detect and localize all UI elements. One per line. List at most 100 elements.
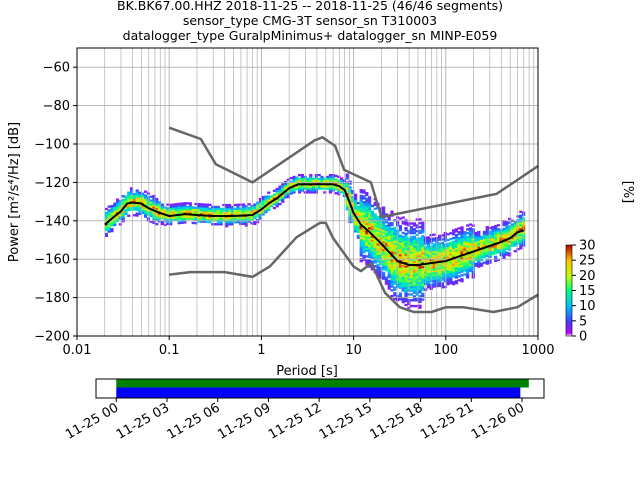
heatmap-cell [432,279,436,282]
heatmap-cell [398,225,403,228]
heatmap-cell [454,251,459,254]
timeline-tick-label: 11-25 15 [317,400,375,442]
heatmap-cell [370,227,375,231]
heatmap-cell [491,249,495,252]
heatmap-cell [143,202,148,205]
heatmap-cell [496,229,501,233]
heatmap-cell [502,222,506,225]
heatmap-cell [516,242,520,245]
noise-model-low-line [169,221,539,314]
heatmap-cell [454,239,459,243]
heatmap-cell [227,213,232,216]
heatmap-cell [387,218,391,221]
heatmap-cell [141,196,145,199]
heatmap-cell [412,241,417,244]
heatmap-cell [312,191,316,194]
heatmap-cell [166,211,170,214]
heatmap-cell [365,243,369,247]
heatmap-cell [421,240,425,244]
heatmap-cell [446,271,450,274]
heatmap-cell [415,260,419,264]
heatmap-cell [421,246,425,249]
heatmap-cell [460,278,464,281]
heatmap-cell [457,242,461,245]
heatmap-cell [354,224,358,227]
heatmap-cell [415,281,419,285]
heatmap-cell [485,252,489,256]
heatmap-cell [155,222,159,226]
heatmap-cell [368,255,372,259]
heatmap-cell [513,227,517,230]
heatmap-cell [482,261,487,264]
heatmap-cell [328,185,332,188]
heatmap-cell [143,196,148,199]
heatmap-cell [482,234,487,237]
heatmap-cell [398,238,403,241]
heatmap-cell [213,207,218,211]
heatmap-cell [393,267,397,270]
heatmap-cell [216,221,220,224]
heatmap-cell [415,239,419,242]
heatmap-cell [477,242,481,245]
heatmap-cell [432,233,436,236]
heatmap-cell [505,243,509,247]
heatmap-cell [129,194,134,198]
heatmap-cell [359,229,363,232]
heatmap-cell [440,242,445,245]
heatmap-cell [412,222,417,225]
heatmap-cell [306,189,310,192]
heatmap-cell [418,258,422,261]
heatmap-cell [379,243,383,247]
heatmap-cell [418,287,422,290]
heatmap-cell [401,279,405,283]
heatmap-cell [384,257,389,260]
heatmap-cell [418,289,422,292]
heatmap-cell [146,203,150,207]
heatmap-cell [510,238,515,242]
heatmap-cell [129,208,134,211]
heatmap-cell [454,228,459,231]
heatmap-cell [410,268,414,271]
heatmap-cell [127,191,131,194]
heatmap-cell [482,232,487,236]
heatmap-cell [426,261,431,264]
heatmap-cell [326,175,330,179]
heatmap-cell [387,252,391,256]
heatmap-cell [382,239,386,242]
heatmap-cell [138,206,142,210]
heatmap-cell [505,236,509,239]
heatmap-cell [468,244,473,247]
heatmap-cell [379,207,383,210]
heatmap-cell [398,267,403,270]
heatmap-cell [460,243,464,246]
heatmap-cell [104,213,108,216]
heatmap-cell [118,203,122,207]
heatmap-cell [340,183,344,186]
heatmap-cell [295,182,299,185]
heatmap-cell [412,251,417,254]
heatmap-cell [468,233,473,236]
heatmap-cell [412,274,417,277]
heatmap-cell [480,239,484,242]
heatmap-cell [410,274,414,277]
heatmap-cell [143,200,148,203]
heatmap-cell [415,243,419,246]
heatmap-cell [502,245,506,248]
heatmap-cell [454,245,459,248]
heatmap-cell [401,264,405,267]
heatmap-cell [222,213,226,216]
heatmap-cell [208,207,212,210]
heatmap-cell [438,273,442,276]
heatmap-cell [359,248,363,251]
heatmap-cell [466,243,470,246]
heatmap-cell [415,226,419,229]
heatmap-cell [494,234,498,237]
heatmap-cell [440,278,445,281]
heatmap-cell [351,191,355,195]
heatmap-cell [401,274,405,277]
axes: 0.01 0.1 1 10 100 1000−60−80−100−120−140−160−… [34,61,554,358]
heatmap-cell [485,260,489,263]
heatmap-cell [199,216,204,219]
heatmap-cell [267,199,271,202]
heatmap-cell [368,213,372,216]
